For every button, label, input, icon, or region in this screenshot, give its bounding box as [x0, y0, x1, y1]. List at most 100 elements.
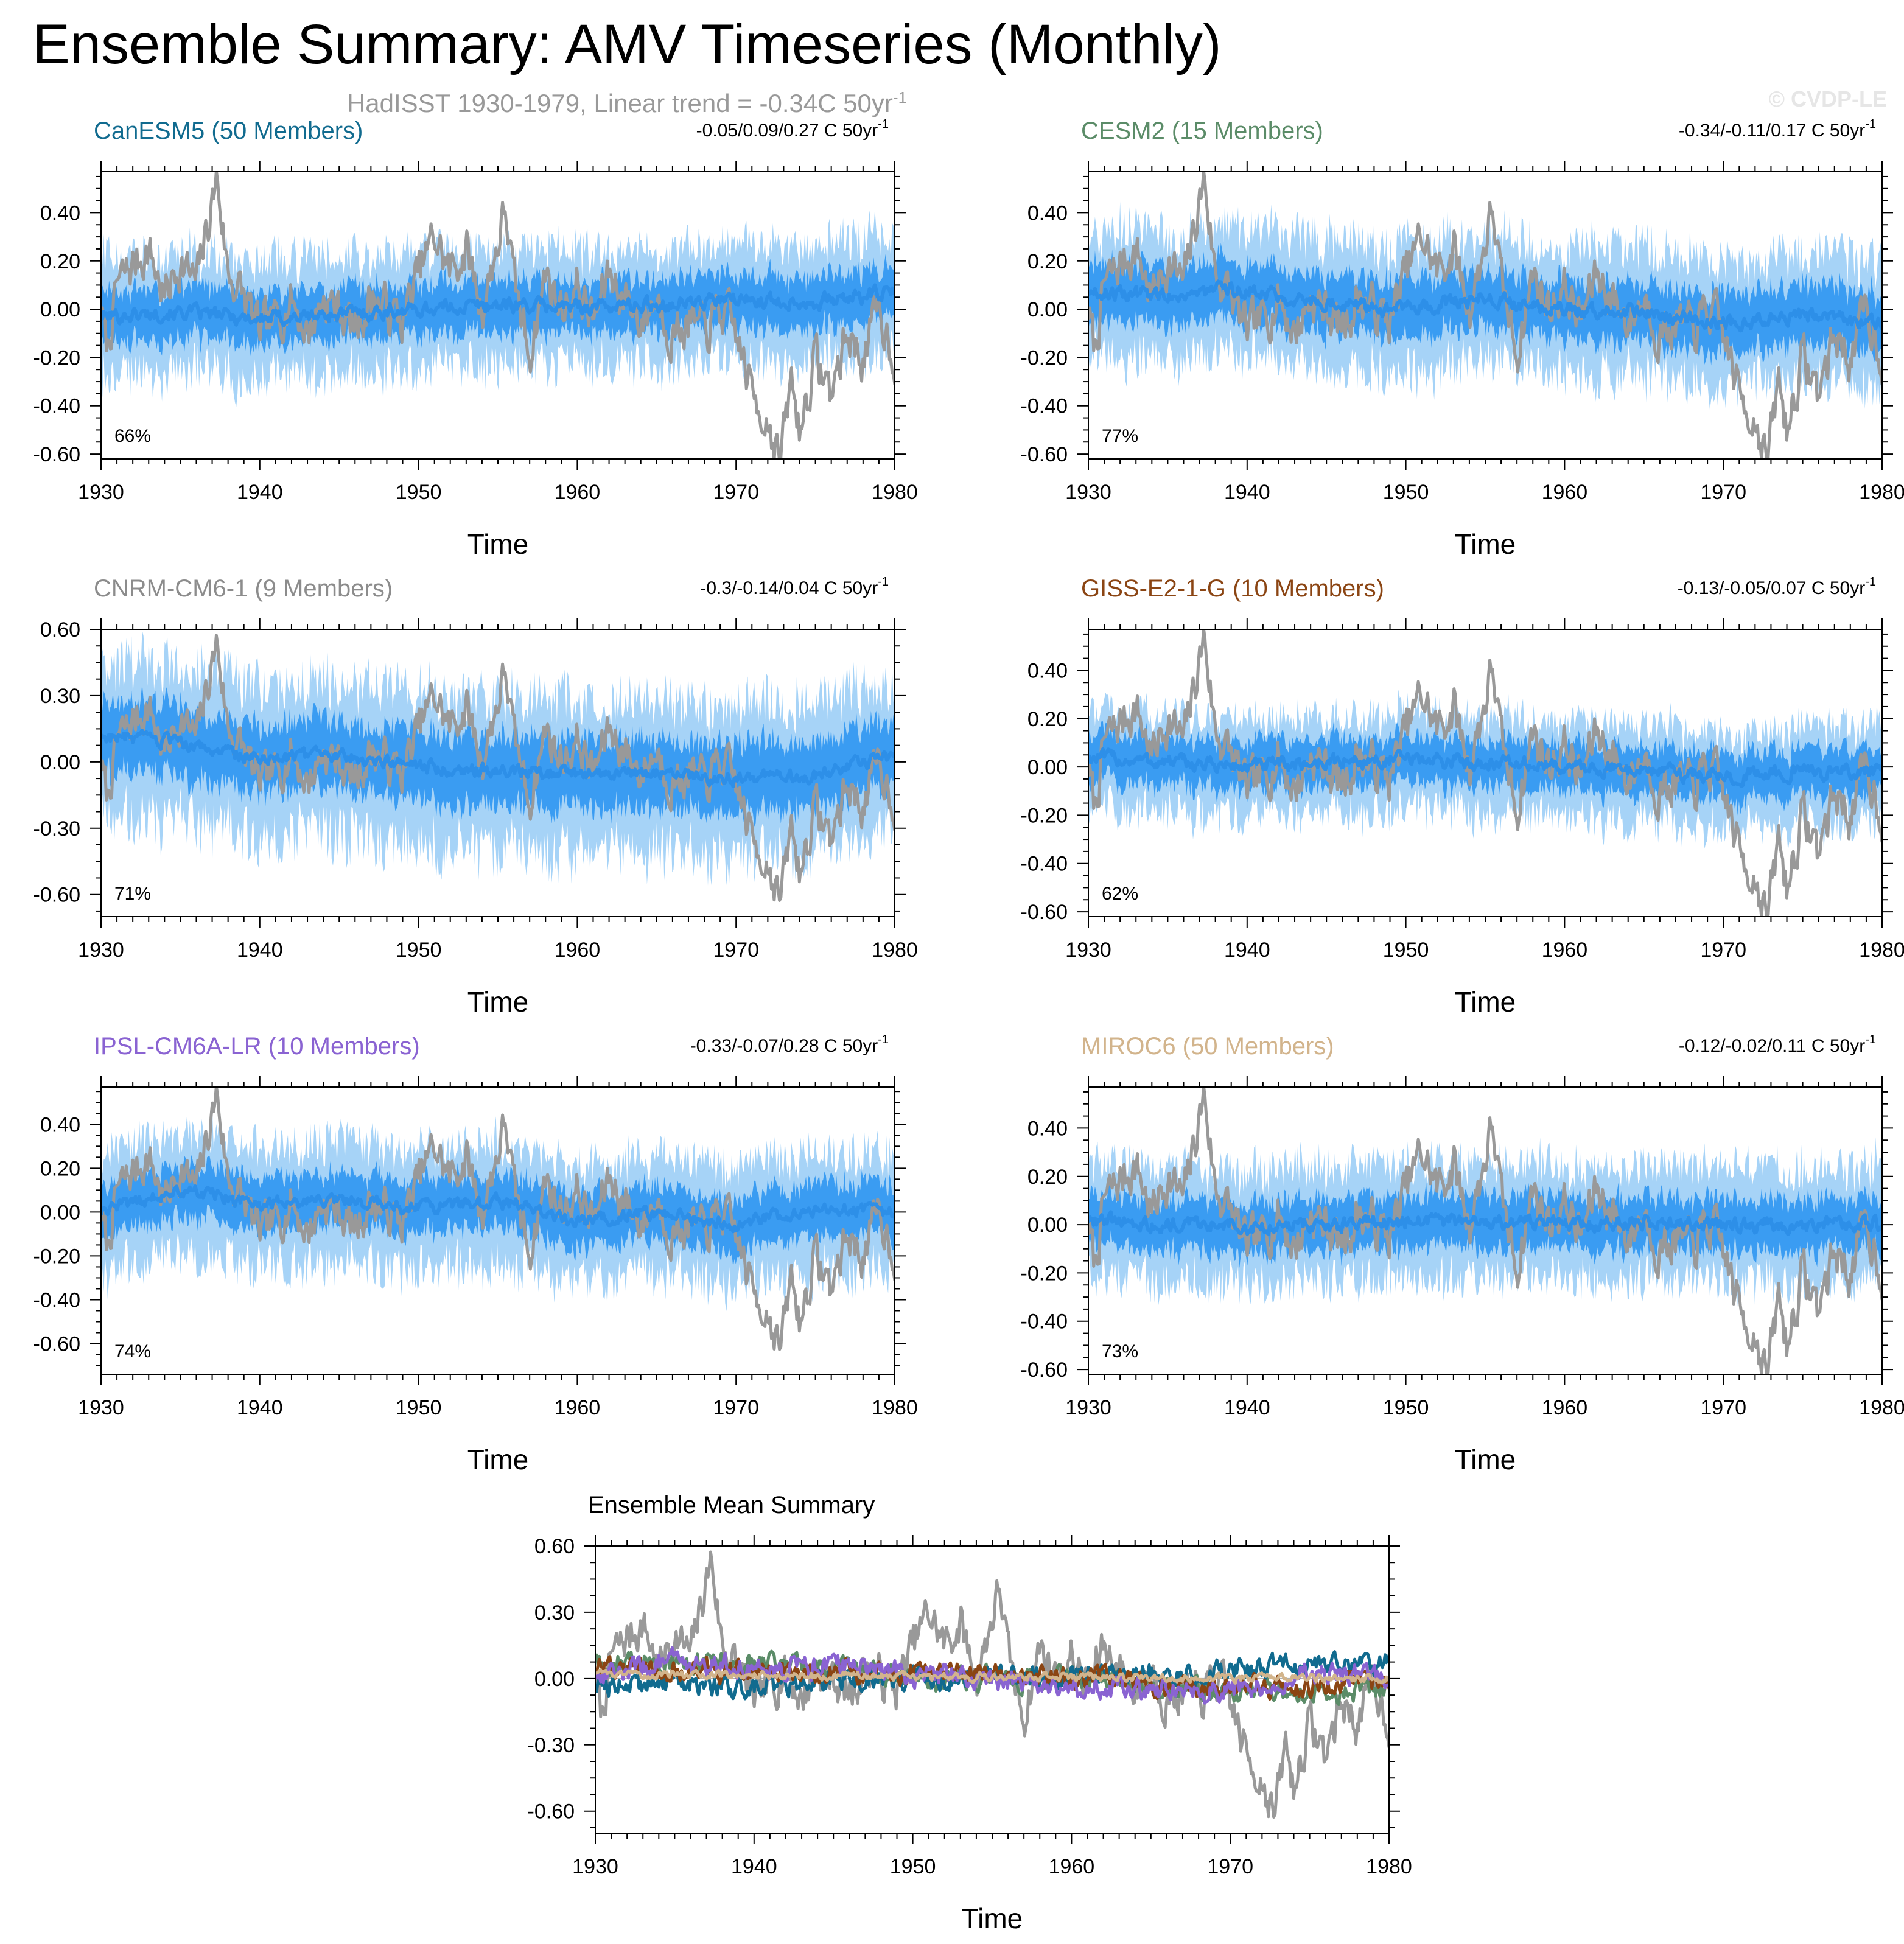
panel-miroc6: 1930 1940 1950 1960 1970 1980 -0.60 -0.40 -0.20 0… — [1021, 1033, 1904, 1475]
panel-title: CESM2 (15 Members) — [1081, 117, 1323, 144]
plot-area — [101, 172, 895, 459]
x-tick-label: 1930 — [78, 481, 124, 504]
x-axis-title: Time — [1455, 528, 1516, 560]
panel-canesm5: 1930 1940 1950 1960 1970 1980 -0.60 -0.40 -0.20 0… — [33, 117, 918, 560]
x-tick-label: 1970 — [1700, 481, 1746, 504]
plot-area — [1088, 629, 1882, 917]
ensemble-mean-line — [1088, 747, 1882, 788]
trend-range-label: -0.12/-0.02/0.11 C 50yr-1 — [1679, 1033, 1876, 1056]
x-axis-title: Time — [467, 528, 529, 560]
y-tick-label: -0.40 — [33, 395, 81, 418]
band-inner — [101, 684, 895, 827]
x-tick-label: 1940 — [1224, 939, 1270, 962]
panel-title: IPSL-CM6A-LR (10 Members) — [94, 1033, 420, 1060]
x-tick-label: 1960 — [555, 1396, 601, 1419]
x-tick-label: 1960 — [555, 481, 601, 504]
obs-line-hadisst — [101, 172, 895, 459]
y-tick-label: -0.20 — [33, 1245, 81, 1268]
x-tick-label: 1950 — [1383, 939, 1429, 962]
x-tick-label: 1930 — [572, 1855, 618, 1878]
y-tick-label: 0.00 — [40, 751, 80, 774]
figure-subtitle: HadISST 1930-1979, Linear trend = -0.34C… — [0, 82, 1254, 119]
x-tick-label: 1980 — [1859, 939, 1904, 962]
x-tick-label: 1960 — [1542, 939, 1588, 962]
panel-ipsl-cm6a-lr: 1930 1940 1950 1960 1970 1980 -0.60 -0.40 -0.20 0… — [33, 1033, 918, 1475]
x-tick-label: 1940 — [731, 1855, 777, 1878]
y-tick-label: -0.60 — [33, 443, 81, 466]
x-tick-label: 1970 — [713, 1396, 759, 1419]
x-tick-label: 1970 — [1700, 1396, 1746, 1419]
y-tick-label: 0.40 — [1027, 659, 1068, 682]
x-tick-label: 1970 — [1700, 939, 1746, 962]
obs-line-hadisst — [1088, 1087, 1882, 1374]
y-tick-label: -0.60 — [33, 884, 81, 907]
panel-ensemble-mean-summary: 1930 1940 1950 1960 1970 1980 -0.60 -0.30 0.00 0.… — [528, 1492, 1412, 1934]
x-tick-label: 1950 — [396, 939, 442, 962]
x-tick-label: 1970 — [713, 481, 759, 504]
y-tick-label: 0.00 — [1027, 756, 1068, 779]
y-tick-label: 0.30 — [534, 1601, 575, 1624]
band-inner — [101, 1155, 895, 1267]
y-tick-label: -0.20 — [33, 346, 81, 369]
trend-range-label: -0.05/0.09/0.27 C 50yr-1 — [696, 117, 889, 141]
x-tick-label: 1930 — [78, 1396, 124, 1419]
mean-line-miroc6 — [595, 1668, 1389, 1685]
x-tick-label: 1940 — [1224, 481, 1270, 504]
panel-giss-e2-1-g: 1930 1940 1950 1960 1970 1980 -0.60 -0.40 -0.20 0… — [1021, 575, 1904, 1018]
x-axis-title: Time — [467, 986, 529, 1018]
percent-label: 66% — [114, 426, 151, 446]
y-tick-label: -0.60 — [1021, 1358, 1068, 1382]
y-tick-label: -0.20 — [1021, 804, 1068, 827]
y-tick-label: 0.20 — [1027, 1166, 1068, 1189]
plot-area — [101, 630, 895, 902]
percent-label: 74% — [114, 1341, 151, 1362]
trend-range-label: -0.34/-0.11/0.17 C 50yr-1 — [1679, 117, 1876, 141]
y-tick-label: 0.40 — [1027, 201, 1068, 225]
x-tick-label: 1950 — [1383, 1396, 1429, 1419]
y-tick-label: -0.60 — [1021, 901, 1068, 924]
y-tick-label: 0.40 — [1027, 1117, 1068, 1140]
x-tick-label: 1940 — [1224, 1396, 1270, 1419]
x-axis-title: Time — [467, 1444, 529, 1475]
x-axis-title: Time — [1455, 1444, 1516, 1475]
y-tick-label: -0.60 — [33, 1333, 81, 1356]
panel-cnrm-cm6-1: 1930 1940 1950 1960 1970 1980 -0.60 -0.30 0.00 0.… — [33, 575, 918, 1018]
x-axis-title: Time — [1455, 986, 1516, 1018]
x-tick-label: 1970 — [1207, 1855, 1253, 1878]
plot-area — [1088, 1087, 1882, 1374]
subtitle-text: HadISST 1930-1979, Linear trend = -0.34C… — [346, 89, 893, 117]
y-tick-label: 0.20 — [1027, 250, 1068, 273]
x-tick-label: 1930 — [1065, 1396, 1111, 1419]
y-tick-label: 0.60 — [534, 1535, 575, 1558]
x-tick-label: 1980 — [1859, 1396, 1904, 1419]
panel-cesm2: 1930 1940 1950 1960 1970 1980 -0.60 -0.40 -0.20 0… — [1021, 117, 1904, 560]
y-tick-label: -0.40 — [1021, 853, 1068, 876]
y-tick-label: 0.00 — [1027, 1214, 1068, 1237]
obs-line-hadisst — [1088, 629, 1882, 917]
figure-title: Ensemble Summary: AMV Timeseries (Monthl… — [32, 13, 1222, 75]
y-tick-label: -0.20 — [1021, 1262, 1068, 1285]
plot-area — [595, 1550, 1389, 1819]
x-tick-label: 1980 — [872, 1396, 918, 1419]
y-tick-label: -0.30 — [33, 817, 81, 841]
plot-area — [1088, 172, 1882, 459]
trend-range-label: -0.3/-0.14/0.04 C 50yr-1 — [700, 575, 889, 598]
watermark: © CVDP-LE — [1768, 86, 1887, 111]
y-tick-label: 0.00 — [40, 298, 80, 321]
x-tick-label: 1960 — [1049, 1855, 1095, 1878]
y-tick-label: -0.30 — [528, 1734, 575, 1757]
panel-title: GISS-E2-1-G (10 Members) — [1081, 575, 1384, 602]
percent-label: 77% — [1102, 426, 1138, 446]
trend-range-label: -0.33/-0.07/0.28 C 50yr-1 — [690, 1033, 889, 1056]
x-tick-label: 1960 — [1542, 1396, 1588, 1419]
y-tick-label: -0.60 — [528, 1800, 575, 1823]
x-tick-label: 1930 — [1065, 939, 1111, 962]
x-tick-label: 1960 — [1542, 481, 1588, 504]
x-tick-label: 1940 — [237, 1396, 283, 1419]
y-tick-label: 0.60 — [40, 618, 80, 642]
ensemble-mean-line — [101, 729, 895, 788]
panel-title: Ensemble Mean Summary — [588, 1492, 875, 1519]
y-tick-label: 0.20 — [40, 1157, 80, 1180]
y-tick-label: -0.40 — [1021, 395, 1068, 418]
